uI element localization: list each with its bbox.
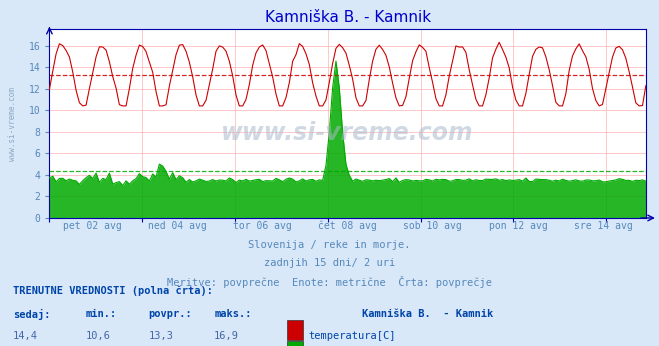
Text: tor 06 avg: tor 06 avg <box>233 221 292 230</box>
Text: temperatura[C]: temperatura[C] <box>308 331 396 341</box>
Text: 16,9: 16,9 <box>214 331 239 341</box>
Text: 14,4: 14,4 <box>13 331 38 341</box>
Text: www.si-vreme.com: www.si-vreme.com <box>221 121 474 145</box>
Text: pon 12 avg: pon 12 avg <box>488 221 548 230</box>
Text: čet 08 avg: čet 08 avg <box>318 220 377 231</box>
Text: povpr.:: povpr.: <box>148 309 192 319</box>
Text: Kamniška B.  - Kamnik: Kamniška B. - Kamnik <box>362 309 494 319</box>
Bar <box>287 341 303 346</box>
Text: sob 10 avg: sob 10 avg <box>403 221 462 230</box>
Text: www.si-vreme.com: www.si-vreme.com <box>8 87 17 161</box>
Text: Meritve: povprečne  Enote: metrične  Črta: povprečje: Meritve: povprečne Enote: metrične Črta:… <box>167 276 492 288</box>
Text: zadnjih 15 dni/ 2 uri: zadnjih 15 dni/ 2 uri <box>264 257 395 267</box>
Text: sedaj:: sedaj: <box>13 309 51 320</box>
Text: sre 14 avg: sre 14 avg <box>574 221 633 230</box>
Text: TRENUTNE VREDNOSTI (polna črta):: TRENUTNE VREDNOSTI (polna črta): <box>13 285 213 296</box>
Text: maks.:: maks.: <box>214 309 252 319</box>
Title: Kamniška B. - Kamnik: Kamniška B. - Kamnik <box>264 10 431 26</box>
Text: ned 04 avg: ned 04 avg <box>148 221 207 230</box>
Text: min.:: min.: <box>86 309 117 319</box>
Text: pet 02 avg: pet 02 avg <box>63 221 121 230</box>
Text: 13,3: 13,3 <box>148 331 173 341</box>
Text: Slovenija / reke in morje.: Slovenija / reke in morje. <box>248 239 411 249</box>
Bar <box>287 320 303 340</box>
Text: 10,6: 10,6 <box>86 331 111 341</box>
